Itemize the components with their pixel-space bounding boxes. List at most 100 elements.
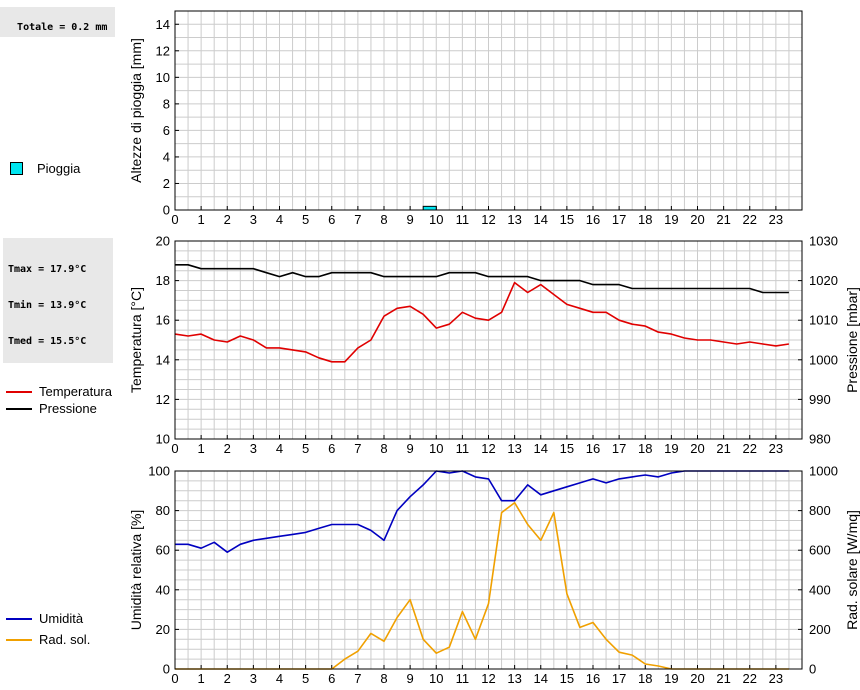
y-tick-label: 40 — [156, 582, 170, 597]
tmed-text: Tmed = 15.5°C — [8, 336, 87, 347]
y-tick-label: 0 — [163, 662, 170, 677]
legend-radiation-line — [6, 638, 32, 641]
x-tick-label: 4 — [276, 441, 283, 456]
legend-temperature-line — [6, 390, 32, 393]
x-tick-label: 20 — [690, 441, 704, 456]
x-tick-label: 7 — [354, 671, 361, 686]
y-tick-label: 10 — [156, 432, 170, 447]
y2-tick-label: 1020 — [809, 273, 838, 288]
x-tick-label: 13 — [507, 441, 521, 456]
y2-tick-label: 200 — [809, 622, 831, 637]
y-axis-label: Umidità relativa [%] — [128, 510, 144, 631]
x-tick-label: 3 — [250, 212, 257, 227]
y2-tick-label: 1000 — [809, 352, 838, 367]
x-tick-label: 12 — [481, 212, 495, 227]
y-tick-label: 10 — [156, 70, 170, 85]
x-tick-label: 20 — [690, 671, 704, 686]
y-tick-label: 20 — [156, 622, 170, 637]
y-tick-label: 14 — [156, 352, 170, 367]
y-tick-label: 16 — [156, 313, 170, 328]
x-tick-label: 5 — [302, 671, 309, 686]
rain-total-text: Totale = 0.2 mm — [17, 22, 108, 33]
y-tick-label: 6 — [163, 123, 170, 138]
x-tick-label: 8 — [380, 441, 387, 456]
x-tick-label: 9 — [407, 212, 414, 227]
x-tick-label: 13 — [507, 212, 521, 227]
plot-frame-1 — [174, 240, 803, 440]
x-tick-label: 7 — [354, 212, 361, 227]
x-tick-label: 13 — [507, 671, 521, 686]
x-tick-label: 3 — [250, 671, 257, 686]
tmin-text: Tmin = 13.9°C — [8, 300, 87, 311]
x-tick-label: 22 — [743, 212, 757, 227]
x-tick-label: 14 — [534, 212, 548, 227]
legend-radiation-label: Rad. sol. — [39, 632, 91, 647]
x-tick-label: 6 — [328, 441, 335, 456]
y-axis-label: Altezze di pioggia [mm] — [128, 38, 144, 183]
x-tick-label: 21 — [716, 441, 730, 456]
legend-humidity-line — [6, 617, 32, 620]
y2-tick-label: 990 — [809, 392, 831, 407]
x-tick-label: 11 — [456, 671, 470, 686]
rain-bar — [422, 205, 437, 211]
x-tick-label: 0 — [171, 441, 178, 456]
legend-pressure-line — [6, 407, 32, 410]
plot-frame-2 — [174, 470, 803, 670]
x-tick-label: 16 — [586, 212, 600, 227]
y2-axis-label: Pressione [mbar] — [844, 287, 860, 393]
y-tick-label: 8 — [163, 96, 170, 111]
tmax-text: Tmax = 17.9°C — [8, 264, 87, 275]
y2-tick-label: 1010 — [809, 313, 838, 328]
y-tick-label: 18 — [156, 273, 170, 288]
legend-humidity: Umidità — [6, 611, 83, 626]
x-tick-label: 20 — [690, 212, 704, 227]
x-tick-label: 15 — [560, 441, 574, 456]
x-tick-label: 18 — [638, 212, 652, 227]
y2-tick-label: 0 — [809, 662, 816, 677]
x-tick-label: 11 — [456, 212, 470, 227]
x-tick-label: 19 — [664, 441, 678, 456]
y-tick-label: 0 — [163, 203, 170, 218]
legend-rain: Pioggia — [6, 161, 80, 176]
x-tick-label: 11 — [456, 441, 470, 456]
y-tick-label: 14 — [156, 17, 170, 32]
x-tick-label: 8 — [380, 212, 387, 227]
x-tick-label: 4 — [276, 671, 283, 686]
x-tick-label: 23 — [769, 671, 783, 686]
y-tick-label: 4 — [163, 149, 170, 164]
x-tick-label: 10 — [429, 212, 443, 227]
x-tick-label: 9 — [407, 441, 414, 456]
y-tick-label: 20 — [156, 234, 170, 249]
x-tick-label: 18 — [638, 441, 652, 456]
x-tick-label: 10 — [429, 441, 443, 456]
legend-rain-swatch — [10, 162, 23, 175]
x-tick-label: 2 — [224, 671, 231, 686]
x-tick-label: 21 — [716, 671, 730, 686]
x-tick-label: 1 — [198, 671, 205, 686]
x-tick-label: 3 — [250, 441, 257, 456]
y-tick-label: 80 — [156, 503, 170, 518]
x-tick-label: 23 — [769, 441, 783, 456]
x-tick-label: 4 — [276, 212, 283, 227]
legend-pressure: Pressione — [6, 401, 97, 416]
x-tick-label: 5 — [302, 441, 309, 456]
rain-total-box: Totale = 0.2 mm — [0, 7, 115, 37]
legend-temperature-label: Temperatura — [39, 384, 112, 399]
legend-humidity-label: Umidità — [39, 611, 84, 626]
x-tick-label: 23 — [769, 212, 783, 227]
legend-pressure-label: Pressione — [39, 401, 97, 416]
x-tick-label: 12 — [481, 671, 495, 686]
x-tick-label: 7 — [354, 441, 361, 456]
x-tick-label: 16 — [586, 671, 600, 686]
x-tick-label: 14 — [534, 441, 548, 456]
x-tick-label: 14 — [534, 671, 548, 686]
x-tick-label: 0 — [171, 212, 178, 227]
y2-tick-label: 800 — [809, 503, 831, 518]
y-tick-label: 12 — [156, 392, 170, 407]
x-tick-label: 10 — [429, 671, 443, 686]
x-tick-label: 15 — [560, 212, 574, 227]
x-tick-label: 15 — [560, 671, 574, 686]
x-tick-label: 17 — [612, 212, 626, 227]
x-tick-label: 8 — [380, 671, 387, 686]
